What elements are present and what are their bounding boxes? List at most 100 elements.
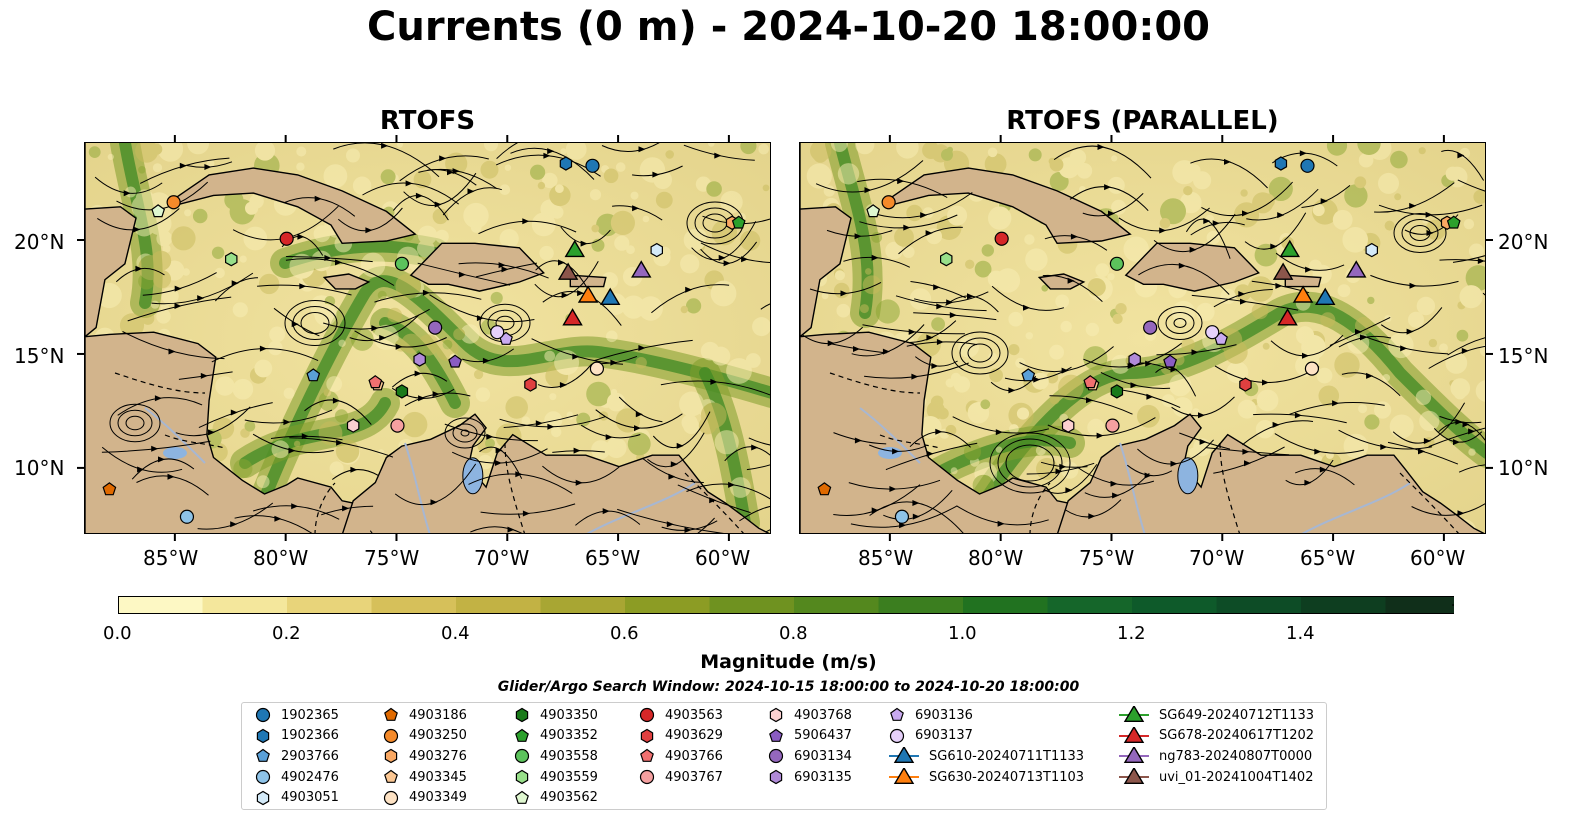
platform-marker-4903051[interactable] bbox=[1365, 242, 1379, 258]
platform-marker-6903134[interactable] bbox=[1143, 320, 1158, 335]
platform-marker-6903137[interactable] bbox=[1205, 325, 1220, 340]
platform-marker-4903186[interactable] bbox=[102, 482, 117, 496]
hexagon-marker-icon bbox=[515, 707, 529, 723]
platform-marker-SG678-20240617T1202[interactable] bbox=[1277, 308, 1298, 326]
pentagon-marker-icon bbox=[640, 749, 654, 763]
platform-marker-4903051[interactable] bbox=[650, 242, 664, 258]
platform-marker-uvi_01-20241004T1402[interactable] bbox=[1272, 262, 1294, 280]
map-panel-rtofs[interactable] bbox=[84, 142, 771, 534]
current-map-rtofs-parallel[interactable] bbox=[800, 143, 1486, 534]
platform-marker-6903135[interactable] bbox=[413, 352, 426, 367]
legend-marker-4903767 bbox=[639, 769, 655, 785]
platform-marker-4903768[interactable] bbox=[1061, 418, 1075, 433]
platform-marker-4903563[interactable] bbox=[279, 231, 294, 246]
lon-label-80w-left: 80°W bbox=[253, 546, 309, 570]
platform-marker-4903558[interactable] bbox=[394, 256, 410, 271]
platform-marker-4903766[interactable] bbox=[368, 375, 383, 389]
platform-marker-uvi_01-20241004T1402[interactable] bbox=[557, 262, 579, 280]
platform-marker-4903350[interactable] bbox=[395, 384, 409, 399]
platform-marker-ng783-20240807T0000[interactable] bbox=[631, 260, 652, 278]
platform-marker-4903629[interactable] bbox=[524, 377, 537, 392]
platform-marker-4903352[interactable] bbox=[1446, 215, 1461, 229]
platform-marker-6903135[interactable] bbox=[1128, 352, 1141, 367]
legend-label: 6903134 bbox=[794, 748, 852, 764]
circle-marker-icon bbox=[639, 707, 655, 723]
legend-marker-4902476 bbox=[255, 769, 271, 785]
lon-label-80w-right: 80°W bbox=[968, 546, 1024, 570]
platform-marker-SG649-20240712T1133[interactable] bbox=[564, 239, 585, 258]
platform-marker-2903766[interactable] bbox=[306, 368, 321, 382]
platform-marker-2903766[interactable] bbox=[1021, 368, 1036, 382]
platform-marker-4903562[interactable] bbox=[866, 204, 881, 218]
platform-marker-4903562[interactable] bbox=[151, 204, 166, 218]
legend-item-6903137: 6903137 bbox=[889, 726, 973, 746]
legend-item-1902366: 1902366 bbox=[255, 726, 339, 746]
platform-marker-SG678-20240617T1202[interactable] bbox=[562, 308, 583, 326]
platform-marker-4903349[interactable] bbox=[1304, 361, 1320, 376]
platform-marker-6903134[interactable] bbox=[428, 320, 443, 335]
platform-marker-4903768[interactable] bbox=[346, 418, 360, 433]
legend-label: 4903352 bbox=[540, 728, 598, 744]
platform-marker-6903137[interactable] bbox=[490, 325, 505, 340]
platform-marker-1902366[interactable] bbox=[559, 156, 573, 171]
colorbar-segment bbox=[287, 596, 372, 614]
platform-marker-1902365[interactable] bbox=[1300, 158, 1315, 173]
legend-label: 1902366 bbox=[281, 728, 339, 744]
platform-marker-4903350[interactable] bbox=[1110, 384, 1124, 399]
legend-marker-4903051 bbox=[256, 790, 270, 805]
legend-item-SG610-20240711T1133: SG610-20240711T1133 bbox=[889, 746, 1084, 766]
lat-label-10n-right: 10°N bbox=[1498, 456, 1549, 480]
lon-label-60w-right: 60°W bbox=[1410, 546, 1466, 570]
circle-marker-icon bbox=[383, 790, 399, 805]
platform-marker-4903352[interactable] bbox=[731, 215, 746, 229]
platform-marker-4903629[interactable] bbox=[1239, 377, 1252, 392]
panel-title-rtofs-parallel: RTOFS (PARALLEL) bbox=[1006, 106, 1279, 136]
platform-marker-SG610-20240711T1133[interactable] bbox=[1314, 287, 1336, 305]
triangle-marker-icon bbox=[1119, 768, 1149, 785]
colorbar-tick-3: 0.6 bbox=[610, 623, 639, 644]
platform-marker-4903349[interactable] bbox=[589, 361, 605, 376]
platform-marker-4903766[interactable] bbox=[1083, 375, 1098, 389]
platform-marker-SG630-20240713T1103[interactable] bbox=[1292, 285, 1314, 303]
platform-marker-SG649-20240712T1133[interactable] bbox=[1279, 239, 1300, 258]
legend-label: 4903345 bbox=[409, 769, 467, 785]
platform-marker-4903558[interactable] bbox=[1109, 256, 1125, 271]
current-map-rtofs[interactable] bbox=[85, 143, 771, 534]
legend-label: 4903559 bbox=[540, 769, 598, 785]
platform-marker-SG630-20240713T1103[interactable] bbox=[577, 285, 599, 303]
platform-marker-4903767[interactable] bbox=[390, 418, 405, 433]
platform-marker-4903250[interactable] bbox=[166, 195, 181, 210]
colorbar-tick-7: 1.4 bbox=[1286, 623, 1315, 644]
legend-label: SG678-20240617T1202 bbox=[1159, 728, 1315, 744]
platform-marker-4902476[interactable] bbox=[894, 509, 910, 524]
platform-marker-1902366[interactable] bbox=[1274, 156, 1288, 171]
legend-item-SG630-20240713T1103: SG630-20240713T1103 bbox=[889, 767, 1084, 787]
lon-label-70w-left: 70°W bbox=[474, 546, 530, 570]
platform-marker-4903559[interactable] bbox=[225, 252, 238, 267]
legend-label: ng783-20240807T0000 bbox=[1159, 748, 1313, 764]
platform-marker-ng783-20240807T0000[interactable] bbox=[1346, 260, 1367, 278]
platform-marker-4903186[interactable] bbox=[817, 482, 832, 496]
platform-marker-5906437[interactable] bbox=[448, 354, 463, 368]
legend-item-4903563: 4903563 bbox=[639, 705, 723, 725]
platform-marker-SG610-20240711T1133[interactable] bbox=[599, 287, 621, 305]
legend-label: 4903768 bbox=[794, 707, 852, 723]
platform-marker-4903767[interactable] bbox=[1105, 418, 1120, 433]
platform-marker-4903563[interactable] bbox=[994, 231, 1009, 246]
colorbar-segment bbox=[878, 596, 964, 614]
legend-item-4903352: 4903352 bbox=[514, 726, 598, 746]
legend-item-4903629: 4903629 bbox=[639, 726, 723, 746]
platform-legend: 1902365 1902366 2903766 4902476 4903051 49031… bbox=[241, 702, 1327, 810]
platform-marker-4903559[interactable] bbox=[940, 252, 953, 267]
map-panel-rtofs-parallel[interactable] bbox=[799, 142, 1486, 534]
pentagon-marker-icon bbox=[384, 707, 398, 721]
platform-marker-5906437[interactable] bbox=[1163, 354, 1178, 368]
platform-marker-1902365[interactable] bbox=[585, 158, 600, 173]
legend-item-uvi_01-20241004T1402: uvi_01-20241004T1402 bbox=[1119, 767, 1313, 787]
legend-marker-6903134 bbox=[768, 749, 784, 764]
legend-label: SG630-20240713T1103 bbox=[929, 769, 1085, 785]
colorbar-segment bbox=[456, 596, 541, 614]
platform-marker-4903250[interactable] bbox=[881, 195, 896, 210]
platform-marker-4902476[interactable] bbox=[179, 509, 195, 524]
legend-label: 4903350 bbox=[540, 707, 598, 723]
